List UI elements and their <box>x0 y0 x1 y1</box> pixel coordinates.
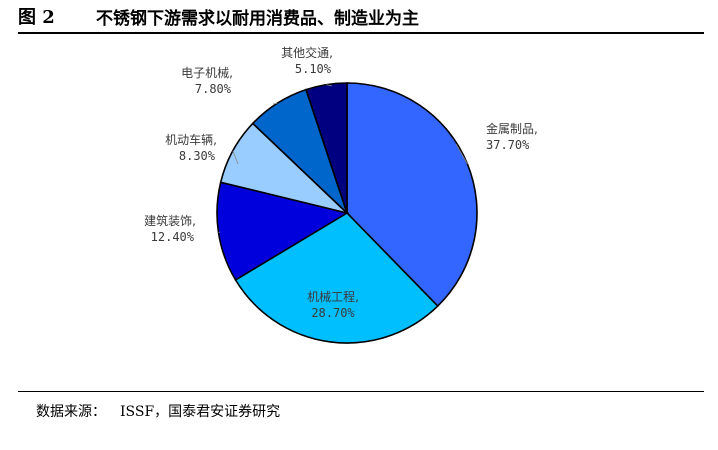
slice-category-label: 电子机械, <box>181 65 233 80</box>
figure-label: 图 2 <box>18 7 55 28</box>
slice-category-label: 其他交通, <box>281 45 333 60</box>
pie-labels: 金属制品, 37.70% 机械工程, 28.70% 建筑装饰, 12.40% 机动车辆, 8.… <box>144 45 538 320</box>
slice-value-label: 12.40% <box>151 230 195 244</box>
source-label: 数据来源： <box>36 404 106 420</box>
figure-title: 不锈钢下游需求以耐用消费品、制造业为主 <box>96 9 419 29</box>
leader-line-1 <box>455 143 468 165</box>
slice-category-label: 金属制品, <box>486 121 538 136</box>
top-rule <box>18 32 704 34</box>
pie-chart: 金属制品, 37.70% 机械工程, 28.70% 建筑装饰, 12.40% 机动车辆, 8.… <box>144 45 538 344</box>
slice-category-label: 建筑装饰, <box>144 213 196 228</box>
slice-value-label: 8.30% <box>179 149 216 163</box>
slice-category-label: 机动车辆, <box>165 132 217 147</box>
slice-value-label: 5.10% <box>295 62 332 76</box>
source-note: 数据来源： ISSF，国泰君安证券研究 <box>36 401 280 421</box>
leader-line-6 <box>326 84 333 87</box>
slice-value-label: 37.70% <box>486 138 530 152</box>
leader-line-3 <box>218 231 221 233</box>
slice-value-label: 28.70% <box>311 306 355 320</box>
slice-category-label: 机械工程, <box>307 289 359 304</box>
slice-value-label: 7.80% <box>195 82 232 96</box>
pie-slice-2 <box>234 211 439 344</box>
source-text: ISSF，国泰君安证券研究 <box>120 404 281 420</box>
bottom-rule <box>18 391 704 392</box>
pie-slices <box>216 82 478 344</box>
figure-header: 图 2 不锈钢下游需求以耐用消费品、制造业为主 <box>0 0 718 30</box>
leader-line-5 <box>272 102 278 105</box>
leader-line-4 <box>232 150 239 165</box>
